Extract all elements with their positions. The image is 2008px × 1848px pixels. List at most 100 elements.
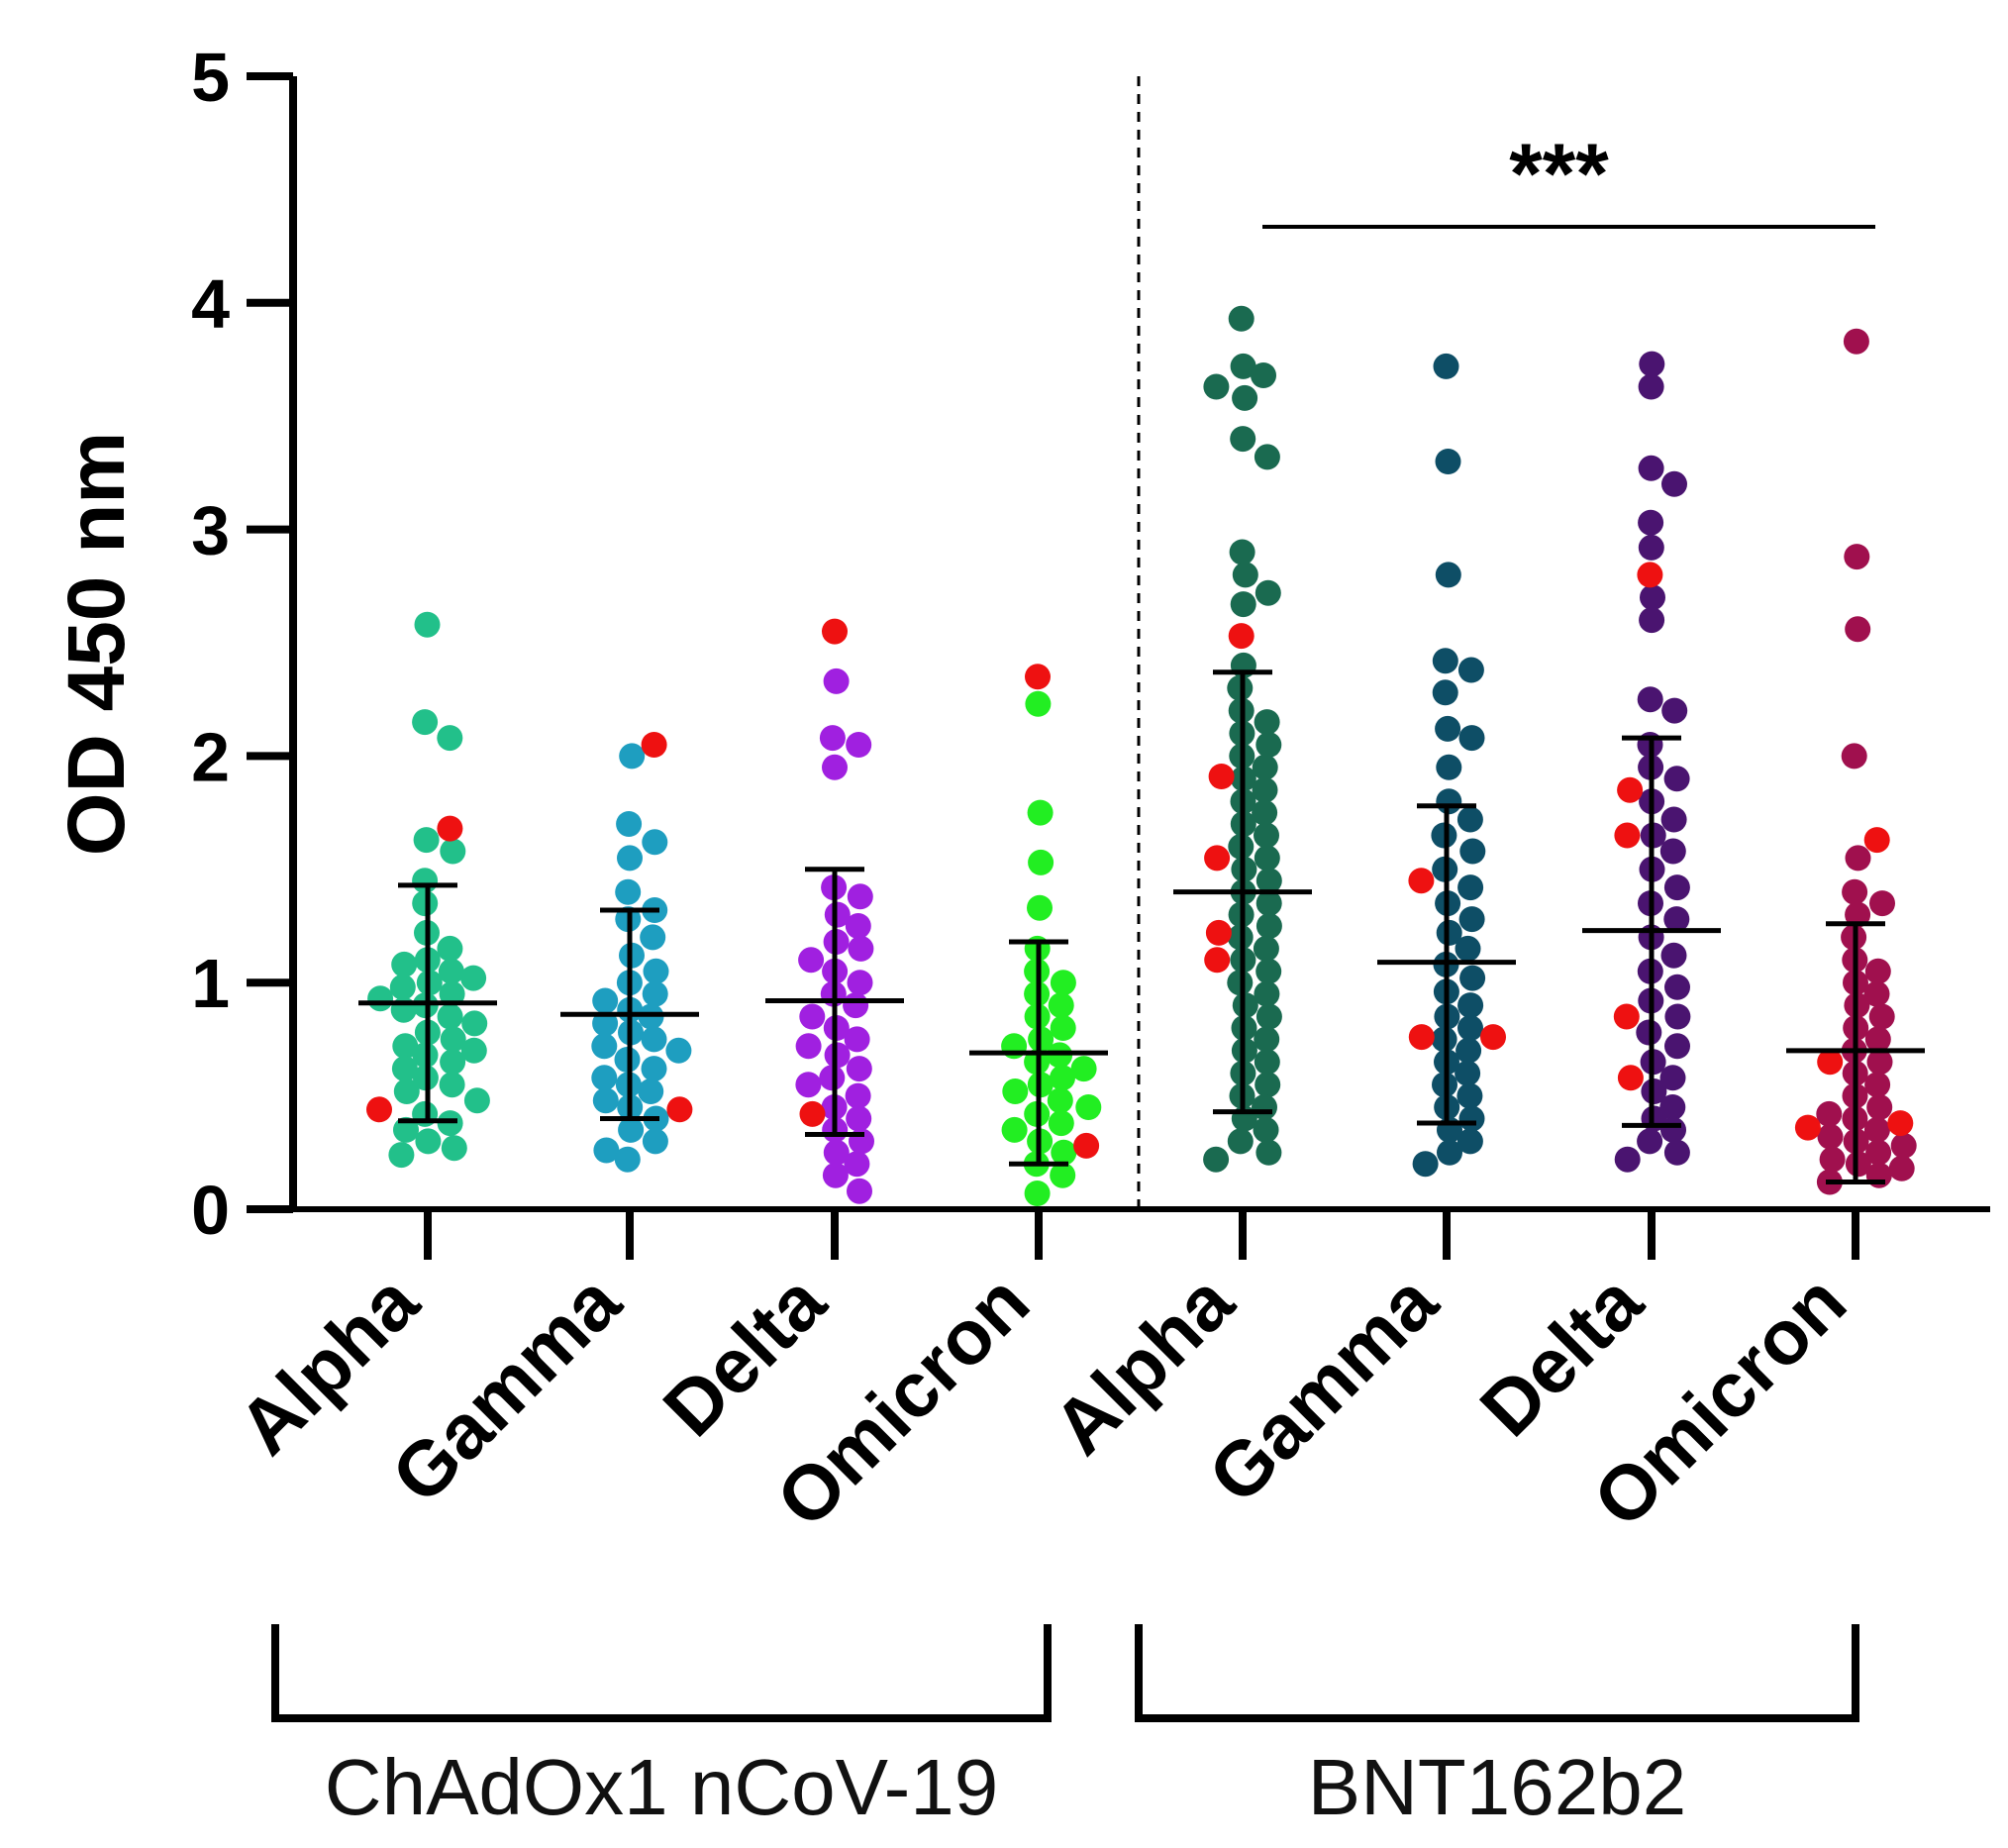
highlighted-data-point: [1228, 623, 1255, 650]
data-point: [1659, 1094, 1686, 1120]
data-point: [1251, 362, 1276, 388]
data-point: [1659, 1065, 1686, 1091]
data-point: [1050, 1015, 1076, 1041]
data-point: [1432, 679, 1458, 706]
data-point: [1229, 539, 1255, 565]
highlighted-data-point: [1025, 664, 1051, 690]
data-point: [440, 838, 466, 865]
data-point: [1025, 690, 1052, 717]
data-point: [641, 1056, 667, 1082]
data-point: [1456, 1128, 1483, 1155]
data-point: [460, 1037, 487, 1064]
highlighted-data-point: [1204, 845, 1231, 872]
data-point: [1614, 1146, 1641, 1173]
data-point: [1817, 1123, 1844, 1150]
data-point: [1638, 373, 1664, 400]
data-point: [1070, 1056, 1097, 1082]
data-point: [1048, 1110, 1074, 1137]
data-point: [847, 883, 873, 910]
data-point: [843, 992, 869, 1019]
data-point: [591, 1033, 618, 1060]
data-point: [619, 743, 646, 770]
x-category-label: Gamma: [374, 1257, 637, 1519]
highlighted-data-point: [799, 1100, 826, 1127]
data-point: [1845, 901, 1871, 928]
data-point: [1842, 878, 1868, 905]
data-point: [1255, 579, 1281, 606]
data-point: [1845, 845, 1871, 872]
data-point: [1047, 1087, 1073, 1114]
data-point: [848, 935, 874, 962]
data-point: [1028, 849, 1054, 875]
data-point: [616, 811, 643, 837]
data-point: [1638, 534, 1664, 561]
data-point: [642, 980, 668, 1007]
data-point: [1844, 544, 1870, 570]
data-point: [824, 1042, 851, 1069]
data-point: [643, 958, 669, 984]
data-point: [1661, 697, 1688, 724]
data-point: [1869, 890, 1895, 917]
data-point: [1232, 562, 1258, 588]
data-point: [393, 1116, 419, 1143]
data-point: [412, 890, 439, 917]
data-point: [642, 829, 668, 856]
data-point: [1255, 1072, 1281, 1098]
data-point: [823, 667, 850, 694]
data-point: [461, 1010, 488, 1037]
data-point: [1457, 992, 1484, 1019]
data-point: [367, 985, 394, 1012]
data-point: [1255, 1003, 1282, 1030]
data-point: [844, 1026, 870, 1053]
y-axis-title: OD 450 nm: [51, 432, 142, 856]
data-point: [591, 1065, 618, 1091]
data-point: [1232, 384, 1258, 411]
y-tick-label: 4: [191, 265, 230, 343]
data-point: [1228, 305, 1255, 332]
highlighted-data-point: [1208, 764, 1235, 789]
data-point: [1663, 874, 1690, 901]
data-point: [1888, 1155, 1915, 1181]
data-point: [440, 1049, 466, 1076]
data-point: [799, 1003, 826, 1030]
data-point: [638, 1078, 664, 1104]
data-point: [437, 1003, 463, 1030]
data-point: [1660, 806, 1687, 833]
data-point: [1455, 1060, 1481, 1086]
data-point: [1455, 935, 1481, 962]
y-tick-label: 5: [191, 39, 230, 116]
highlighted-data-point: [1614, 822, 1641, 849]
data-point: [1664, 974, 1690, 1000]
data-point: [819, 1065, 846, 1091]
data-point: [1638, 509, 1664, 536]
data-point: [1663, 1139, 1690, 1166]
data-point: [1639, 607, 1665, 634]
data-point: [1254, 822, 1279, 849]
data-point: [1050, 1065, 1075, 1091]
data-point: [665, 1037, 692, 1064]
data-point: [614, 1146, 641, 1173]
significance-label: ***: [1509, 127, 1609, 222]
data-point: [1232, 992, 1258, 1019]
data-point: [844, 1151, 870, 1178]
data-point: [1254, 1049, 1280, 1076]
data-point: [415, 1128, 442, 1155]
data-point: [615, 878, 642, 905]
data-point: [846, 732, 872, 758]
data-point: [819, 725, 846, 752]
data-point: [1253, 935, 1279, 962]
data-point: [1227, 970, 1254, 996]
highlighted-data-point: [1204, 947, 1231, 974]
data-point: [1435, 562, 1461, 588]
data-point: [440, 1026, 466, 1053]
highlighted-data-point: [822, 618, 848, 645]
data-point: [1845, 1151, 1871, 1178]
group-bracket: [1135, 1624, 1859, 1722]
highlighted-data-point: [1617, 1065, 1644, 1091]
data-point: [1203, 1146, 1230, 1173]
data-point: [1638, 455, 1664, 481]
data-point: [1230, 426, 1256, 453]
data-point: [1024, 1181, 1051, 1206]
data-point: [1254, 980, 1280, 1007]
